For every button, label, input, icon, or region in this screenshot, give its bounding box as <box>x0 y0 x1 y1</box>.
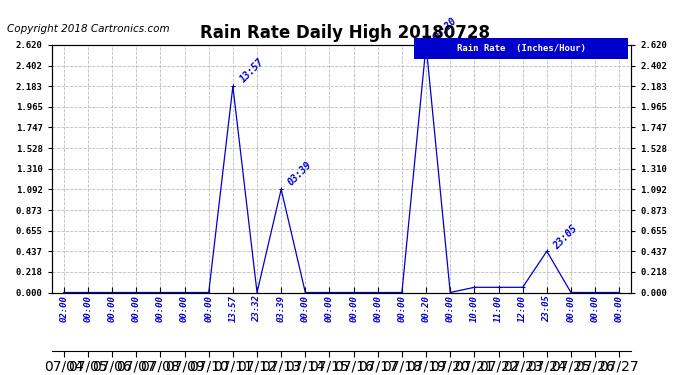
Text: Rain Rate Daily High 20180728: Rain Rate Daily High 20180728 <box>200 24 490 42</box>
Text: 00:20: 00:20 <box>431 15 459 43</box>
Text: 13:57: 13:57 <box>237 57 266 84</box>
Text: Rain Rate  (Inches/Hour): Rain Rate (Inches/Hour) <box>457 44 586 52</box>
Text: Copyright 2018 Cartronics.com: Copyright 2018 Cartronics.com <box>7 24 170 34</box>
Text: 23:05: 23:05 <box>552 224 580 251</box>
Text: 03:39: 03:39 <box>286 160 314 188</box>
